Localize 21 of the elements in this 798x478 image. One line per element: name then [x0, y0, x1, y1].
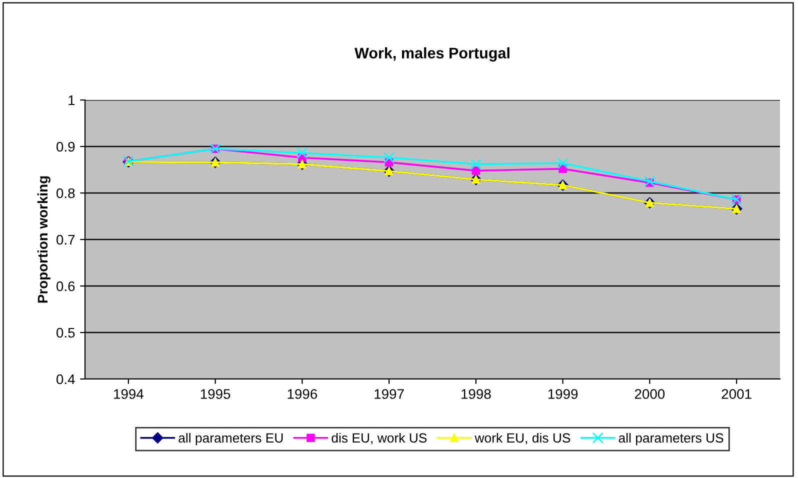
x-tick-label: 1999 [548, 389, 578, 399]
y-tick-label: 0.5 [56, 328, 75, 338]
x-tick-label: 1995 [200, 389, 230, 399]
x-tick-label: 2000 [634, 389, 665, 399]
legend-label: work EU, dis US [474, 432, 570, 444]
x-tick-label: 1998 [462, 389, 491, 399]
legend-label: all parameters US [618, 432, 724, 446]
y-tick-label: 0.9 [56, 142, 75, 152]
y-tick-label: 0.8 [56, 188, 75, 198]
x-tick-label: 1997 [374, 389, 404, 399]
chart-title: Work, males Portugal [354, 47, 510, 62]
x-tick-label: 1996 [288, 389, 318, 399]
y-tick-label: 0.4 [56, 374, 75, 384]
y-tick-label: 0.6 [56, 281, 75, 292]
y-tick-label: 1 [68, 95, 75, 106]
x-tick-label: 2001 [722, 389, 752, 399]
y-axis-title: Proportion working [37, 176, 50, 303]
legend-label: all parameters EU [178, 432, 283, 446]
legend-label: dis EU, work US [332, 432, 427, 444]
y-tick-label: 0.7 [56, 234, 75, 245]
x-tick-label: 1994 [114, 389, 144, 399]
